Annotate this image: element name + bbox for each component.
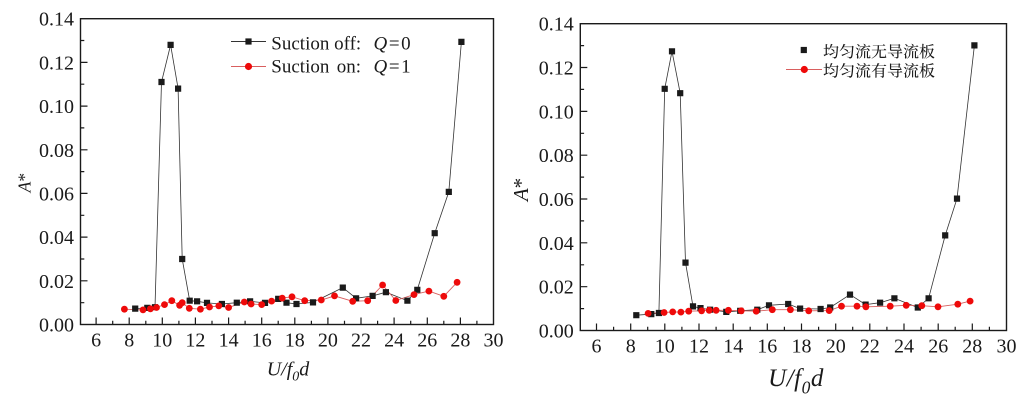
svg-text:10: 10	[152, 330, 172, 352]
svg-text:0.06: 0.06	[39, 183, 74, 205]
svg-text:30: 30	[997, 336, 1017, 358]
svg-text:Suction: Suction	[271, 57, 330, 78]
svg-text:Suction off:: Suction off:	[271, 34, 361, 55]
svg-text:Q=0: Q=0	[374, 34, 413, 55]
svg-text:14: 14	[723, 336, 743, 358]
svg-text:10: 10	[655, 336, 675, 358]
svg-text:0.12: 0.12	[39, 52, 74, 74]
svg-text:0.08: 0.08	[539, 145, 574, 167]
svg-text:12: 12	[185, 330, 205, 352]
svg-text:14: 14	[219, 330, 239, 352]
svg-text:6: 6	[91, 330, 101, 352]
svg-text:0.04: 0.04	[539, 233, 574, 255]
svg-text:18: 18	[792, 336, 812, 358]
svg-text:8: 8	[124, 330, 134, 352]
svg-text:24: 24	[384, 330, 404, 352]
svg-text:12: 12	[689, 336, 709, 358]
svg-text:6: 6	[592, 336, 602, 358]
svg-text:20: 20	[318, 330, 338, 352]
svg-text:28: 28	[450, 330, 470, 352]
svg-text:8: 8	[626, 336, 636, 358]
svg-text:28: 28	[962, 336, 982, 358]
svg-text:Q=1: Q=1	[374, 57, 413, 78]
svg-text:on:: on:	[337, 57, 361, 78]
svg-text:16: 16	[252, 330, 272, 352]
svg-text:0.14: 0.14	[539, 14, 574, 36]
svg-text:0.14: 0.14	[39, 9, 74, 31]
svg-text:0.02: 0.02	[539, 277, 574, 299]
svg-text:A*: A*	[509, 178, 533, 203]
svg-text:0.02: 0.02	[39, 271, 74, 293]
svg-text:30: 30	[484, 330, 504, 352]
svg-text:18: 18	[285, 330, 305, 352]
svg-text:0.00: 0.00	[539, 321, 574, 343]
svg-text:16: 16	[757, 336, 777, 358]
svg-text:A*: A*	[15, 173, 35, 193]
svg-text:26: 26	[417, 330, 437, 352]
svg-text:22: 22	[351, 330, 371, 352]
svg-text:20: 20	[826, 336, 846, 358]
svg-text:0.10: 0.10	[39, 96, 74, 118]
svg-text:0.10: 0.10	[539, 101, 574, 123]
svg-text:22: 22	[860, 336, 880, 358]
svg-text:26: 26	[928, 336, 948, 358]
svg-text:0.06: 0.06	[539, 189, 574, 211]
svg-text:0.04: 0.04	[39, 227, 74, 249]
svg-text:U/f0d: U/f0d	[267, 359, 311, 385]
svg-text:24: 24	[894, 336, 914, 358]
svg-text:0.08: 0.08	[39, 140, 74, 162]
svg-text:0.12: 0.12	[539, 58, 574, 80]
svg-text:0.00: 0.00	[39, 315, 74, 337]
